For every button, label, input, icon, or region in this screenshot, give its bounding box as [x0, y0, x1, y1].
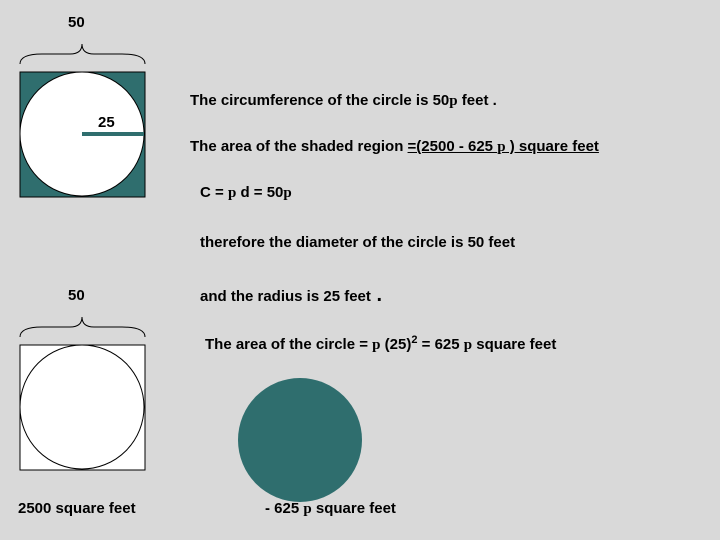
line2: The area of the shaded region =(2500 - 6…: [190, 138, 599, 156]
bottom-mid-label: - 625 p square feet: [265, 500, 396, 518]
figure1: [12, 64, 172, 224]
line4: therefore the diameter of the circle is …: [200, 234, 515, 251]
line5: and the radius is 25 feet .: [200, 284, 382, 307]
bottom-left-label: 2500 square feet: [18, 500, 136, 517]
fig1-top-label: 50: [68, 14, 85, 31]
line3: C = p d = 50p: [200, 184, 292, 202]
big-circle: [230, 372, 370, 512]
figure2: [12, 337, 172, 497]
fig1-radius-label: 25: [98, 114, 115, 131]
line6: The area of the circle = p (25)2 = 625 p…: [205, 334, 556, 354]
fig2-top-label: 50: [68, 287, 85, 304]
line1: The circumference of the circle is 50p f…: [190, 92, 497, 110]
